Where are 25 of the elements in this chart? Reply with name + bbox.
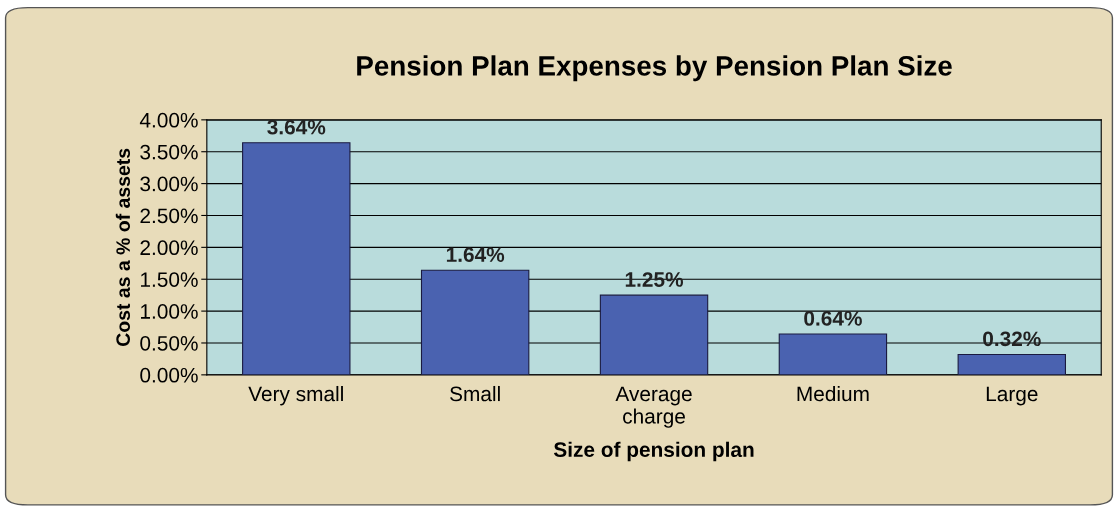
y-tick-label: 2.50% <box>140 208 198 224</box>
data-label: 3.64% <box>267 119 326 135</box>
y-tick-label: 2.00% <box>140 240 198 256</box>
data-label: 0.64% <box>804 311 862 326</box>
chart-title: Pension Plan Expenses by Pension Plan Size <box>357 55 952 82</box>
data-label: 1.64% <box>446 247 505 263</box>
y-tick-label: 3.50% <box>140 144 198 160</box>
y-tick-label: 4.00% <box>139 112 198 128</box>
bar <box>420 269 530 375</box>
x-tick-label: Large <box>986 386 1038 406</box>
y-axis-title: Cost as a % of assets <box>115 148 131 346</box>
y-tick-label: 1.50% <box>141 272 198 287</box>
y-tick-label: 1.00% <box>141 304 198 319</box>
y-tick-label: 3.00% <box>140 176 198 192</box>
x-tick-label: Small <box>450 385 500 402</box>
y-tick-label: 0.00% <box>140 367 198 383</box>
bar <box>778 333 888 375</box>
bar <box>599 294 709 375</box>
x-tick-label: Medium <box>797 385 869 402</box>
bar <box>957 353 1067 375</box>
y-tick-label: 0.50% <box>140 335 198 351</box>
x-tick-label: Average charge <box>615 386 692 428</box>
x-axis-title: Size of pension plan <box>553 441 754 462</box>
bar <box>242 142 351 375</box>
x-tick-label: Very small <box>248 385 343 406</box>
